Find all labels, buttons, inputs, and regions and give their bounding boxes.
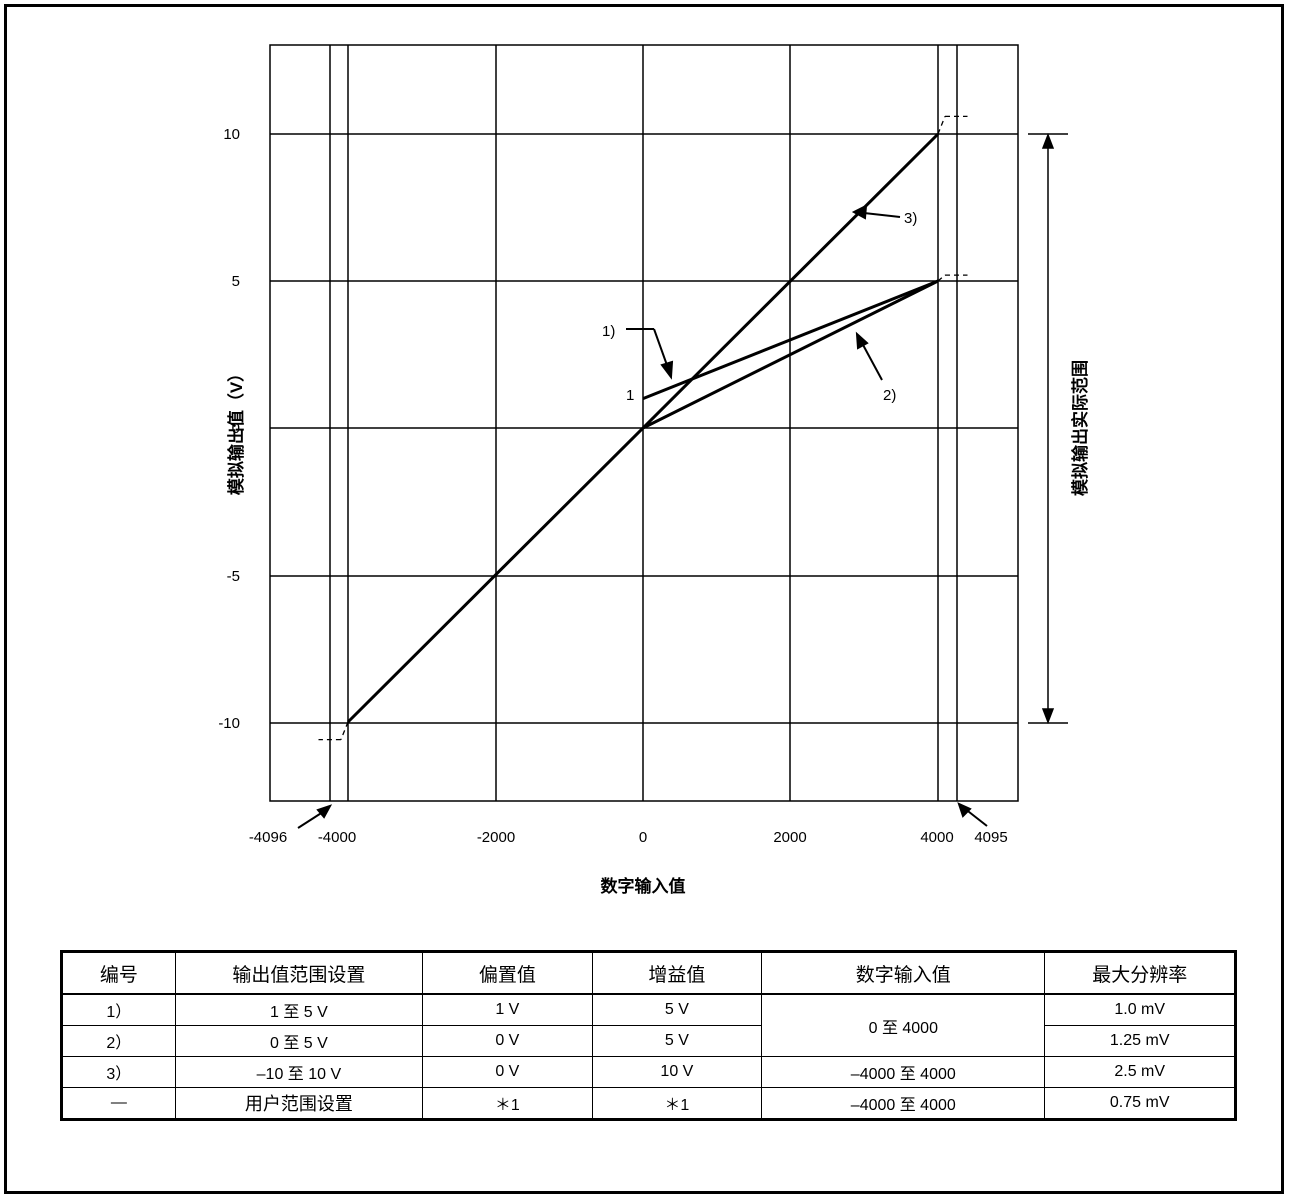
grid: [270, 45, 1018, 801]
label-1-arrowhead: [660, 360, 674, 380]
cell-res: 1.0 mV: [1044, 993, 1236, 1026]
cell-digital: 0 至 4000: [761, 993, 1046, 1057]
cell-no: —: [61, 1087, 176, 1120]
y-axis-title: 模拟输出值（V）: [226, 365, 246, 495]
arrowhead-n4096: [316, 804, 333, 819]
label-1-leader: [653, 328, 669, 369]
cell-digital: –4000 至 4000: [761, 1087, 1046, 1120]
cell-range: –10 至 10 V: [174, 1056, 424, 1088]
th-offset: 偏置值: [422, 951, 593, 995]
x-tick-label: -4096: [249, 829, 287, 846]
x-tick-label: 4095: [974, 829, 1007, 846]
table-row: 3） –10 至 10 V 0 V 10 V –4000 至 4000 2.5 …: [61, 1056, 1236, 1088]
th-range: 输出值范围设置: [174, 951, 424, 995]
chart: 10 5 0 -5 -10 -4096 -4000 -2000 0 2000 4…: [218, 44, 1090, 896]
cell-res: 2.5 mV: [1044, 1056, 1236, 1088]
x-tick-label: -4000: [318, 829, 356, 846]
label-2-leader: [861, 342, 883, 381]
cell-offset: ＊1: [422, 1087, 593, 1120]
x-tick-label: 0: [639, 829, 647, 846]
x-tick-label: -2000: [477, 829, 515, 846]
x-axis-title: 数字输入值: [601, 876, 686, 896]
y-tick-label: -5: [227, 568, 240, 585]
cell-gain: 10 V: [591, 1056, 763, 1088]
cell-offset: 0 V: [422, 1025, 593, 1057]
range-arrow-up: [1041, 132, 1055, 149]
page-frame: [4, 4, 1284, 1194]
arrowhead-4095: [957, 802, 972, 818]
label-3-leader: [863, 212, 901, 218]
th-digital: 数字输入值: [761, 951, 1046, 995]
spec-table: 编号 输出值范围设置 偏置值 增益值 数字输入值 最大分辨率 1） 1 至 5 …: [60, 950, 1237, 1121]
series-layer: [318, 115, 968, 741]
cell-no: 2）: [61, 1025, 176, 1057]
series-line-2: [642, 279, 939, 430]
cell-no: 3）: [61, 1056, 176, 1088]
th-res: 最大分辨率: [1044, 951, 1236, 995]
offset-marker-label: 1: [626, 387, 634, 404]
plot-area: [269, 44, 1019, 802]
th-gain: 增益值: [591, 951, 763, 995]
series-label-2: 2): [883, 387, 896, 404]
x-tick-label: 2000: [773, 829, 806, 846]
table-header-row: 编号 输出值范围设置 偏置值 增益值 数字输入值 最大分辨率: [61, 951, 1236, 995]
table-row: 2） 0 至 5 V 0 V 5 V 1.25 mV: [61, 1025, 1236, 1057]
range-title: 模拟输出实际范围: [1070, 360, 1090, 496]
range-bracket: [1028, 132, 1068, 725]
series-ext-high-3: [937, 116, 946, 135]
th-no: 编号: [61, 951, 176, 995]
pointer-arrows: [297, 802, 988, 829]
annotations: [626, 204, 901, 381]
cell-res: 1.25 mV: [1044, 1025, 1236, 1057]
series-ext-1: [937, 274, 946, 282]
cell-res: 0.75 mV: [1044, 1087, 1236, 1120]
series-label-1: 1): [602, 323, 615, 340]
table-row: 1） 1 至 5 V 1 V 5 V 0 至 4000 1.0 mV: [61, 993, 1236, 1057]
series-line-3: [346, 132, 940, 724]
cell-range: 0 至 5 V: [174, 1025, 424, 1057]
cell-no: 1）: [61, 993, 176, 1026]
series-ext-low-3: [340, 721, 349, 740]
cell-gain: ＊1: [591, 1087, 763, 1120]
cell-offset: 1 V: [422, 993, 593, 1026]
x-tick-label: 4000: [920, 829, 953, 846]
cell-range: 用户范围设置: [174, 1087, 424, 1120]
cell-range: 1 至 5 V: [174, 993, 424, 1026]
y-tick-label: -10: [218, 715, 240, 732]
y-tick-label: 0: [232, 420, 240, 437]
cell-digital: –4000 至 4000: [761, 1056, 1046, 1088]
cell-gain: 5 V: [591, 993, 763, 1026]
range-arrow-down: [1041, 708, 1055, 725]
table-row: — 用户范围设置 ＊1 ＊1 –4000 至 4000 0.75 mV: [61, 1087, 1236, 1120]
series-label-3: 3): [904, 210, 917, 227]
label-2-arrowhead: [855, 331, 869, 350]
y-tick-label: 10: [223, 126, 240, 143]
cell-gain: 5 V: [591, 1025, 763, 1057]
y-tick-label: 5: [232, 273, 240, 290]
cell-offset: 0 V: [422, 1056, 593, 1088]
label-3-arrowhead: [851, 204, 868, 220]
